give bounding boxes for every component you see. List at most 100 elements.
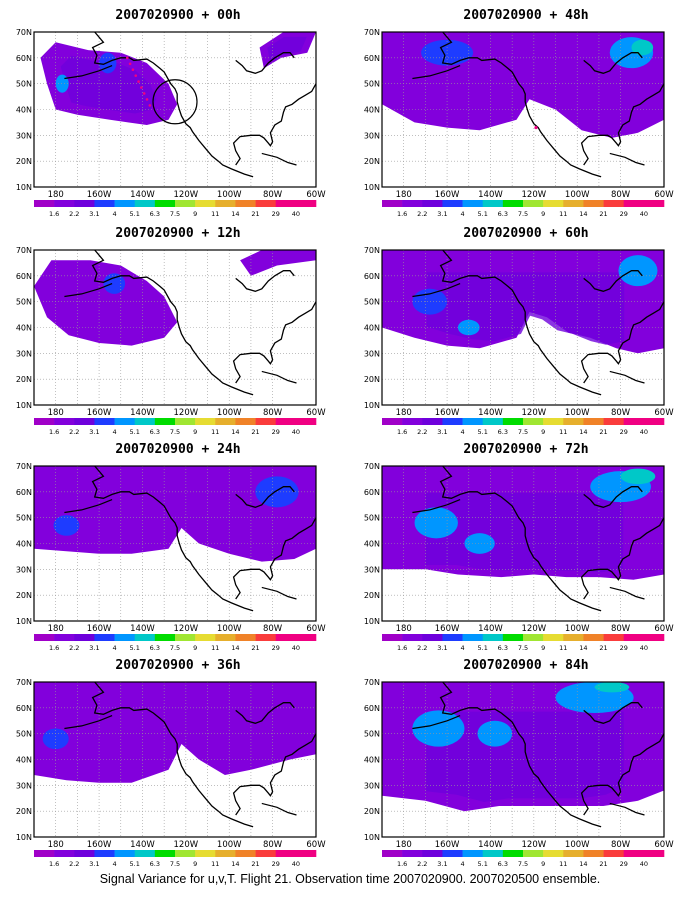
colorbar-swatch bbox=[583, 418, 604, 425]
latitude-label: 40N bbox=[16, 540, 32, 549]
colorbar-swatch bbox=[255, 200, 277, 207]
latitude-label: 10N bbox=[16, 617, 32, 626]
colorbar-label: 1.6 bbox=[397, 860, 407, 868]
colorbar-label: 1.6 bbox=[49, 428, 59, 436]
colorbar-swatch bbox=[482, 850, 504, 857]
longitude-label: 60W bbox=[654, 408, 674, 418]
longitude-label: 60W bbox=[306, 408, 326, 418]
colorbar-label: 6.3 bbox=[498, 644, 508, 652]
colorbar-swatch bbox=[34, 850, 55, 857]
latitude-label: 60N bbox=[364, 488, 380, 497]
map-panel-12h: 2007020900 + 12h 10N 20N 30N 40N 50N 60N 70N 18… bbox=[16, 226, 338, 444]
flight-track-point bbox=[148, 104, 152, 107]
longitude-label: 100W bbox=[565, 408, 590, 418]
coastline bbox=[583, 486, 643, 508]
longitude-label: 160W bbox=[87, 840, 112, 850]
latitude-label: 30N bbox=[364, 131, 380, 140]
coastline bbox=[439, 249, 602, 396]
colorbar-label: 40 bbox=[292, 644, 300, 652]
latitude-label: 60N bbox=[364, 704, 380, 713]
colorbar-swatch bbox=[502, 634, 524, 641]
latitude-label: 70N bbox=[364, 678, 380, 687]
variance-region-inner bbox=[425, 492, 624, 573]
colorbar-label: 3.1 bbox=[437, 860, 447, 868]
longitude-label: 140W bbox=[130, 408, 155, 418]
coastline bbox=[235, 702, 295, 724]
latitude-label: 10N bbox=[364, 401, 380, 410]
colorbar-swatch bbox=[462, 200, 484, 207]
variance-maximum bbox=[103, 273, 126, 294]
latitude-label: 10N bbox=[364, 183, 380, 192]
colorbar-label: 40 bbox=[640, 210, 648, 218]
colorbar-swatch bbox=[563, 850, 584, 857]
colorbar-swatch bbox=[402, 418, 423, 425]
aleutian-islands bbox=[64, 499, 113, 514]
flight-track-point bbox=[145, 98, 149, 101]
colorbar-swatch bbox=[623, 850, 645, 857]
colorbar-label: 7.5 bbox=[518, 210, 528, 218]
colorbar-label: 21 bbox=[251, 210, 259, 218]
panel-title: 2007020900 + 60h bbox=[463, 226, 589, 241]
colorbar-swatch bbox=[643, 200, 665, 207]
colorbar-swatch bbox=[402, 200, 423, 207]
colorbar-label: 11 bbox=[211, 644, 219, 652]
colorbar-label: 9 bbox=[193, 860, 197, 868]
colorbar-label: 1.6 bbox=[397, 644, 407, 652]
longitude-label: 140W bbox=[130, 190, 155, 200]
longitude-label: 180 bbox=[48, 408, 64, 418]
variance-region-inner bbox=[426, 272, 625, 345]
colorbar-swatch bbox=[94, 200, 115, 207]
colorbar-swatch bbox=[462, 850, 484, 857]
longitude-label: 160W bbox=[435, 840, 460, 850]
colorbar-label: 29 bbox=[272, 210, 280, 218]
coastline bbox=[91, 681, 254, 828]
colorbar-label: 2.2 bbox=[69, 860, 79, 868]
colorbar-label: 3.1 bbox=[89, 210, 99, 218]
panel-title: 2007020900 + 84h bbox=[463, 658, 589, 673]
colorbar-swatch bbox=[563, 418, 584, 425]
colorbar-label: 21 bbox=[599, 644, 607, 652]
colorbar-label: 29 bbox=[620, 428, 628, 436]
longitude-label: 60W bbox=[306, 190, 326, 200]
colorbar-swatch bbox=[154, 418, 176, 425]
colorbar-swatch bbox=[543, 634, 564, 641]
longitude-label: 120W bbox=[522, 190, 547, 200]
longitude-label: 180 bbox=[396, 624, 412, 634]
latitude-label: 30N bbox=[364, 349, 380, 358]
colorbar-swatch bbox=[34, 634, 55, 641]
colorbar-label: 6.3 bbox=[150, 644, 160, 652]
caribbean-islands bbox=[261, 802, 297, 816]
latitude-label: 50N bbox=[364, 730, 380, 739]
variance-maximum bbox=[412, 288, 448, 315]
colorbar-label: 9 bbox=[541, 428, 545, 436]
colorbar-swatch bbox=[502, 850, 524, 857]
colorbar-label: 6.3 bbox=[498, 210, 508, 218]
colorbar-swatch bbox=[295, 634, 317, 641]
colorbar-swatch bbox=[54, 634, 75, 641]
latitude-label: 50N bbox=[364, 298, 380, 307]
coastline bbox=[580, 301, 665, 384]
colorbar-swatch bbox=[402, 634, 423, 641]
map-panel-36h: 2007020900 + 36h 10N 20N 30N 40N 50N 60N 70N 18… bbox=[16, 658, 338, 876]
colorbar-swatch bbox=[34, 200, 55, 207]
latitude-label: 20N bbox=[16, 157, 32, 166]
colorbar-swatch bbox=[583, 850, 604, 857]
variance-maximum bbox=[631, 39, 654, 56]
colorbar-swatch bbox=[74, 850, 95, 857]
colorbar-swatch bbox=[134, 418, 156, 425]
longitude-label: 120W bbox=[174, 190, 199, 200]
map-frame bbox=[381, 249, 665, 406]
colorbar-label: 5.1 bbox=[478, 210, 488, 218]
longitude-label: 180 bbox=[48, 624, 64, 634]
aleutian-islands bbox=[64, 65, 113, 80]
variance-region-inner bbox=[426, 711, 624, 802]
colorbar-label: 4 bbox=[113, 860, 117, 868]
longitude-label: 60W bbox=[306, 840, 326, 850]
colorbar-swatch bbox=[114, 200, 136, 207]
colorbar-label: 40 bbox=[640, 860, 648, 868]
longitude-label: 140W bbox=[478, 190, 503, 200]
variance-maximum bbox=[421, 39, 474, 66]
longitude-label: 160W bbox=[87, 408, 112, 418]
colorbar-label: 21 bbox=[251, 428, 259, 436]
latitude-label: 20N bbox=[16, 375, 32, 384]
